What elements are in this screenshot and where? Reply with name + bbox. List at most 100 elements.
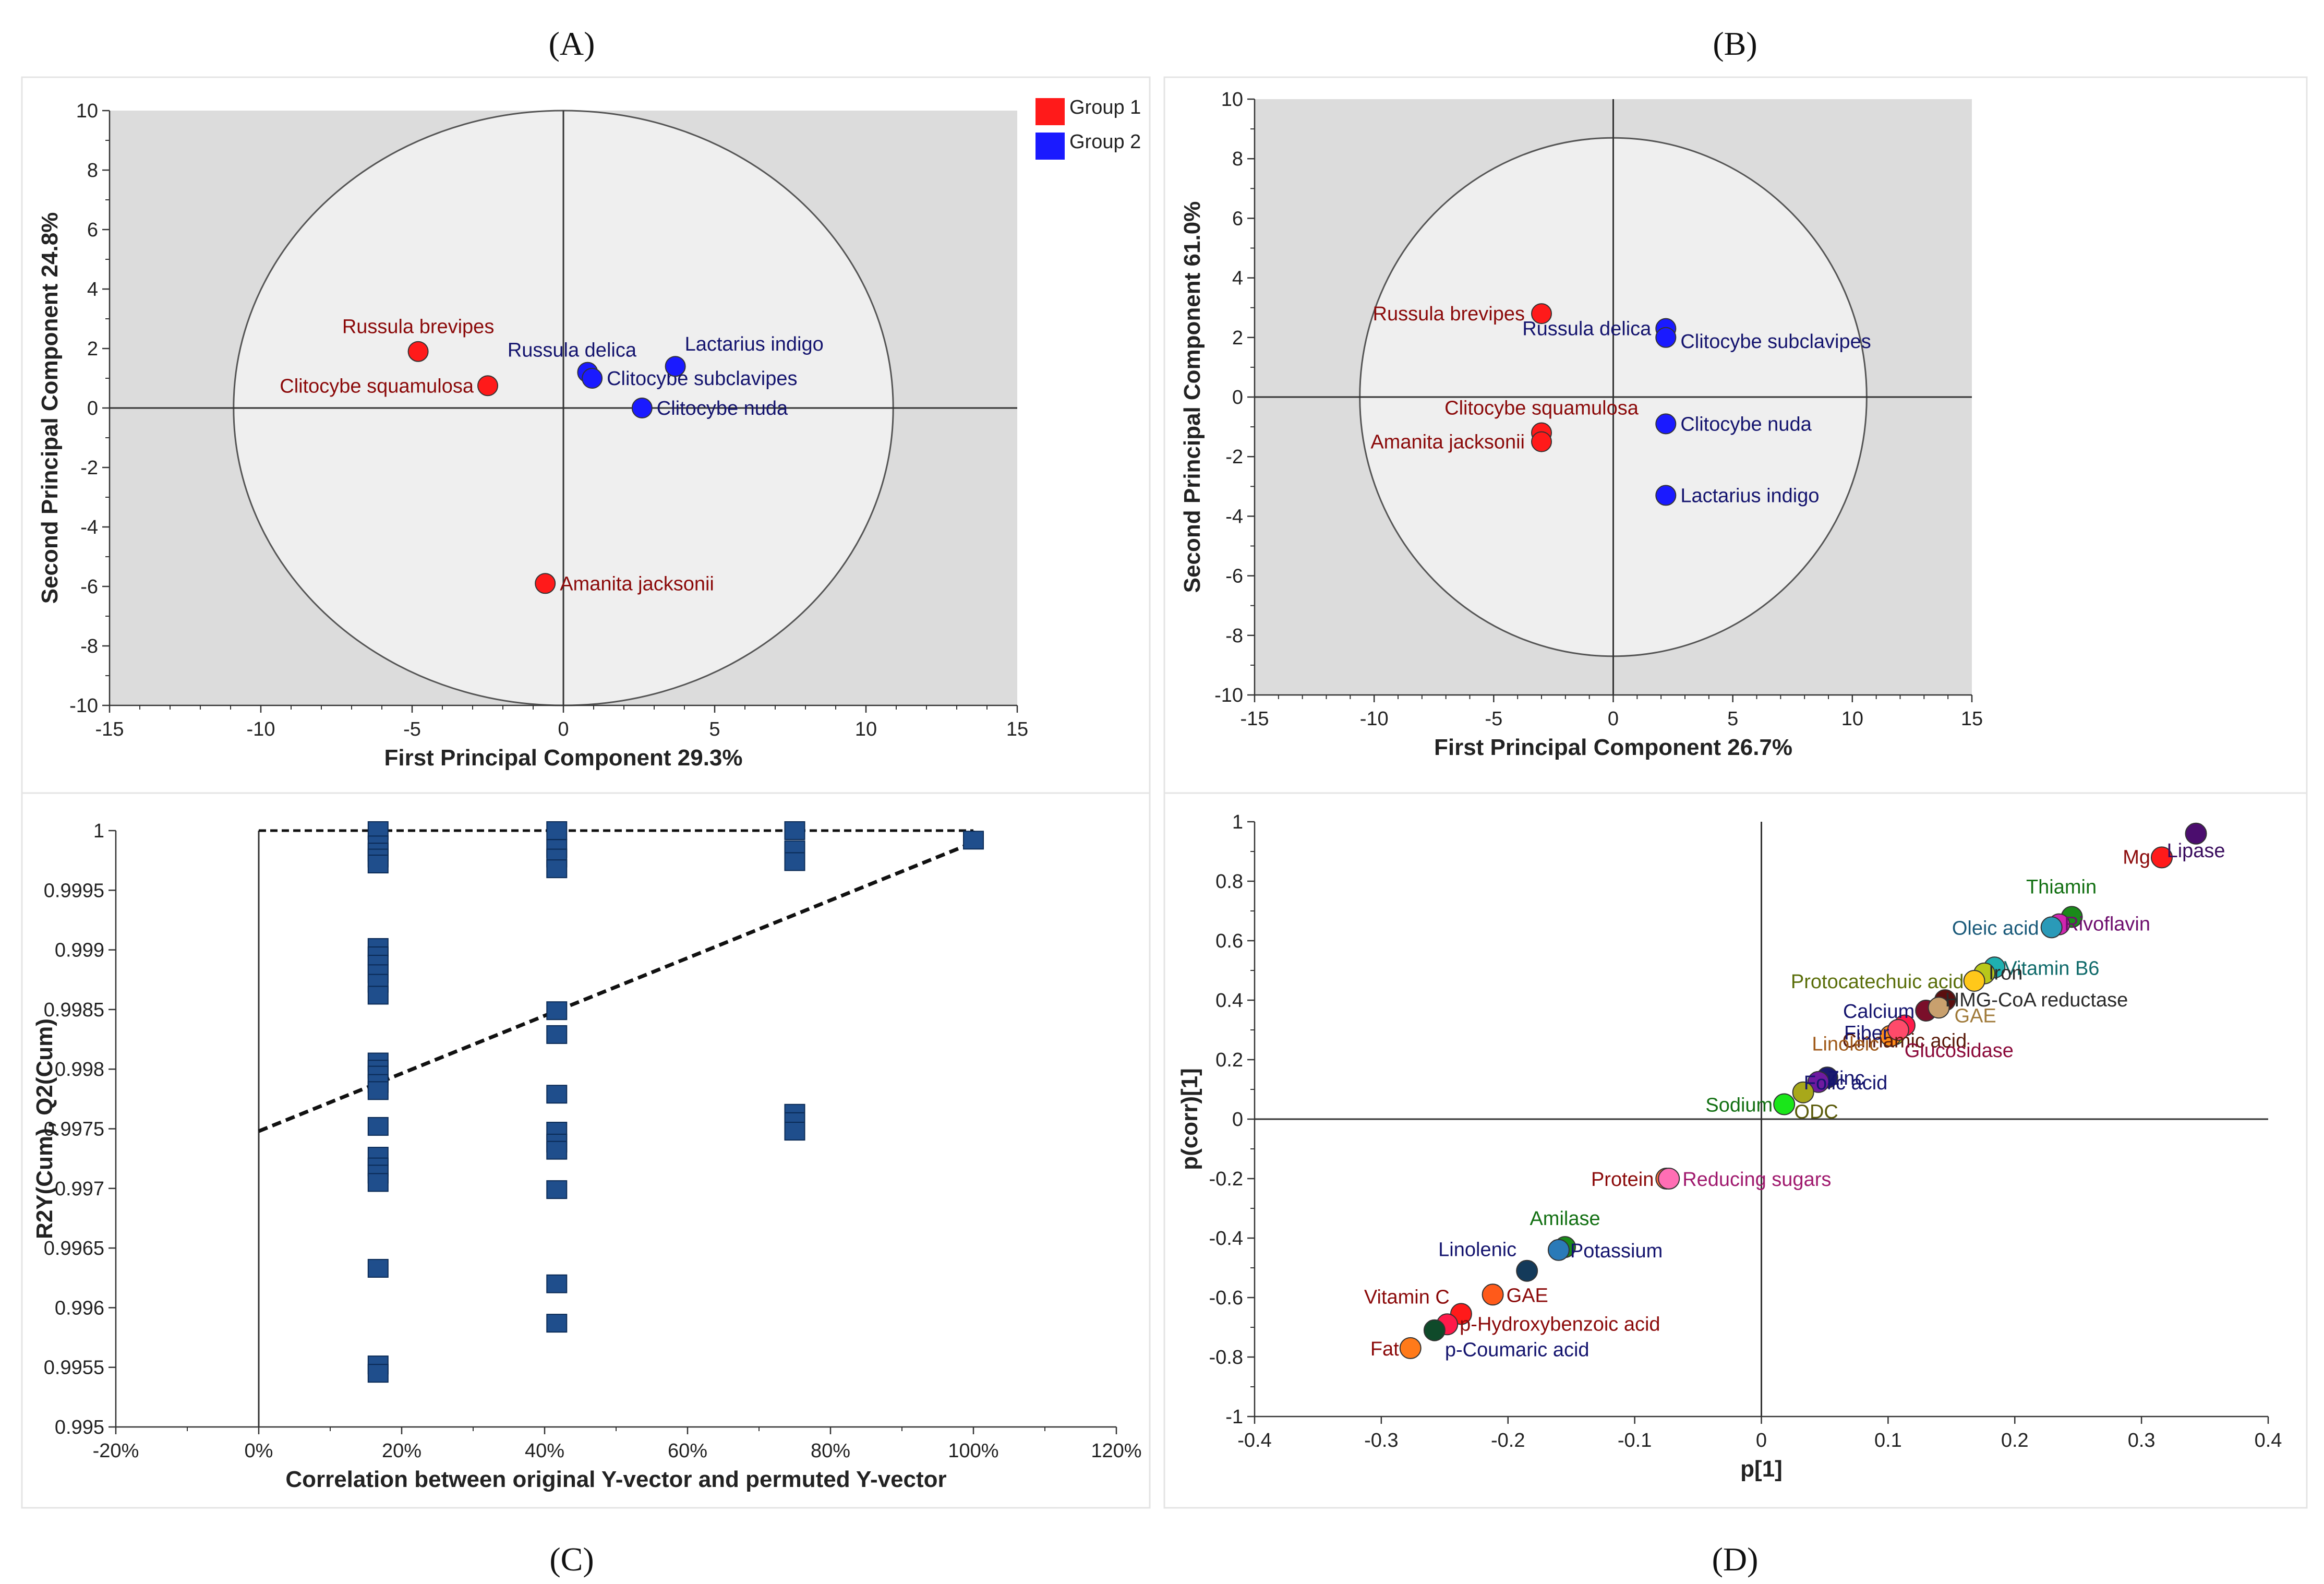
permutation-marker xyxy=(546,1274,568,1293)
y-tick-label: 0 xyxy=(1232,1109,1243,1131)
legend: Group 1 Group 2 xyxy=(1035,97,1141,160)
y-tick-label: -0.6 xyxy=(1209,1287,1243,1309)
x-axis-title: p[1] xyxy=(1740,1456,1783,1482)
y-tick-label: -10 xyxy=(1214,685,1243,706)
loading-point xyxy=(1887,1019,1909,1041)
point-label: Russula delica xyxy=(508,340,637,362)
y-tick-label: 0.998 xyxy=(55,1059,104,1081)
x-tick-label: 80% xyxy=(811,1440,850,1462)
loading-label: GAE xyxy=(1955,1005,1996,1027)
y-tick-label: 0.9985 xyxy=(44,999,104,1021)
plot-area-C xyxy=(258,821,984,1427)
x-tick-label: -0.4 xyxy=(1237,1430,1271,1451)
y-tick-label: -8 xyxy=(80,635,98,657)
permutation-marker xyxy=(367,1081,389,1100)
loading-label: Protocatechuic acid xyxy=(1791,971,1964,993)
y-tick-label: 8 xyxy=(87,160,98,182)
y-tick-label: 4 xyxy=(1232,268,1243,290)
loading-label: Reducing sugars xyxy=(1682,1169,1831,1191)
loading-label: Zinc xyxy=(1827,1067,1865,1089)
y-tick-label: -2 xyxy=(80,457,98,479)
loading-point xyxy=(2150,846,2173,869)
permutation-marker xyxy=(367,855,389,874)
x-tick-label: 0.2 xyxy=(2001,1430,2029,1451)
y-tick-label: 1 xyxy=(1232,811,1243,833)
loading-label: ODC xyxy=(1794,1101,1838,1123)
y-tick-label: 0.999 xyxy=(55,940,104,962)
data-point xyxy=(1655,485,1677,506)
y-axis-title: p(corr)[1] xyxy=(1177,1068,1202,1170)
x-tick-label: -5 xyxy=(403,718,421,740)
loading-point xyxy=(1482,1283,1504,1306)
point-label: Clitocybe subclavipes xyxy=(607,368,797,390)
data-point xyxy=(1531,303,1552,325)
data-point xyxy=(477,375,498,397)
x-tick-label: -15 xyxy=(95,718,124,740)
loading-point xyxy=(1658,1168,1680,1190)
x-tick-label: 0 xyxy=(1756,1430,1767,1451)
data-point xyxy=(582,368,603,389)
x-axis-title: First Principal Component 29.3% xyxy=(384,745,742,771)
point-label: Amanita jacksonii xyxy=(1370,431,1525,453)
x-tick-label: 0.1 xyxy=(1874,1430,1902,1451)
loading-label: Glucosidase xyxy=(1905,1040,2014,1062)
y-tick-label: -6 xyxy=(1225,566,1243,587)
point-label: Russula brevipes xyxy=(1373,303,1525,325)
loading-label: Thiamin xyxy=(2026,876,2097,898)
x-tick-label: -0.1 xyxy=(1618,1430,1652,1451)
x-tick-label: -10 xyxy=(247,718,275,740)
x-tick-label: 20% xyxy=(382,1440,422,1462)
x-tick-label: 10 xyxy=(1841,708,1863,730)
loading-point xyxy=(1773,1093,1796,1115)
x-tick-label: 0 xyxy=(558,718,569,740)
y-tick-label: 2 xyxy=(1232,327,1243,349)
x-tick-label: 40% xyxy=(525,1440,564,1462)
loading-point xyxy=(1928,997,1950,1019)
point-label: Russula brevipes xyxy=(342,316,494,338)
loading-label: Cinnamic acid xyxy=(1843,1030,1967,1052)
loading-point xyxy=(1807,1071,1829,1093)
legend-label: Group 2 xyxy=(1069,131,1141,153)
x-tick-label: 5 xyxy=(1727,708,1738,730)
permutation-marker xyxy=(367,1364,389,1383)
loading-label: GAE xyxy=(1507,1285,1548,1306)
loading-point xyxy=(1399,1337,1422,1359)
loading-label: Protein xyxy=(1591,1169,1654,1191)
loading-point xyxy=(1963,969,1985,992)
regression-line xyxy=(258,841,974,1133)
point-label: Lactarius indigo xyxy=(685,333,824,355)
data-point xyxy=(1655,413,1677,435)
y-tick-label: 0.9955 xyxy=(44,1357,104,1379)
loading-label: p-Coumaric acid xyxy=(1445,1339,1590,1361)
data-point xyxy=(631,398,653,418)
y-axis-title: Second Principal Component 24.8% xyxy=(37,212,63,604)
y-tick-label: -6 xyxy=(80,576,98,598)
permutation-marker xyxy=(546,1001,568,1021)
loading-label: Fat xyxy=(1370,1338,1399,1360)
point-label: Clitocybe subclavipes xyxy=(1680,331,1871,353)
y-tick-label: -1 xyxy=(1225,1406,1243,1428)
loading-label: Folic acid xyxy=(1804,1072,1888,1094)
point-label: Russula delica xyxy=(1522,318,1652,340)
loading-label: Potassium xyxy=(1570,1240,1663,1262)
plot-area-A xyxy=(110,110,1017,706)
panel-frame xyxy=(1163,792,2308,1509)
y-tick-label: -0.2 xyxy=(1209,1168,1243,1190)
permutation-marker xyxy=(546,821,568,840)
y-tick-label: 0.8 xyxy=(1215,871,1243,893)
loading-label: Vitamin B6 xyxy=(2004,957,2099,979)
plot-area-B xyxy=(1255,99,1972,695)
x-tick-label: -10 xyxy=(1360,708,1389,730)
panel-label-d: (D) xyxy=(1712,1541,1759,1578)
x-tick-label: 0.3 xyxy=(2128,1430,2156,1451)
y-tick-label: 0.2 xyxy=(1215,1049,1243,1071)
permutation-marker xyxy=(367,1117,389,1136)
chart-C: -20% 0% 20% 40% 60% 80% 100% 120% 0.995 0.9955 0.9… xyxy=(32,820,1142,1492)
loading-label: Iron xyxy=(1989,963,2022,985)
y-tick-label: 0.995 xyxy=(55,1417,104,1438)
x-tick-label: 10 xyxy=(855,718,877,740)
x-tick-label: -0.3 xyxy=(1364,1430,1398,1451)
loading-label: Fiber xyxy=(1844,1023,1889,1045)
loading-label: Rivoflavin xyxy=(2064,914,2150,935)
